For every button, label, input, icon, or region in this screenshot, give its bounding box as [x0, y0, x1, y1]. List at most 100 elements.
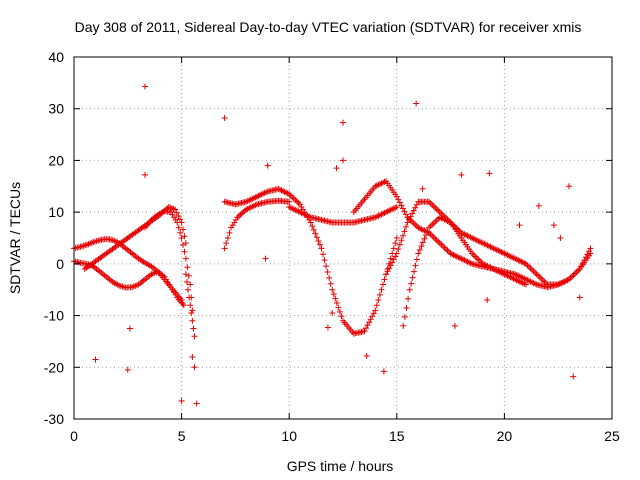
- data-point: [172, 206, 179, 213]
- data-point: [237, 211, 244, 218]
- data-point: [318, 245, 325, 252]
- data-point: [395, 246, 402, 253]
- data-point: [286, 198, 293, 205]
- data-point: [332, 295, 339, 302]
- x-tick-label: 5: [178, 428, 186, 444]
- data-point: [435, 238, 442, 245]
- data-point: [403, 223, 410, 230]
- data-point: [324, 268, 331, 275]
- data-point: [436, 209, 443, 216]
- data-point: [367, 316, 374, 323]
- data-point: [411, 268, 418, 275]
- data-point: [587, 245, 594, 252]
- data-point: [307, 219, 314, 226]
- data-point: [183, 278, 190, 285]
- data-point: [386, 265, 393, 272]
- data-point: [570, 271, 577, 278]
- data-point: [175, 224, 182, 231]
- data-point: [387, 262, 394, 269]
- y-tick-label: 0: [56, 256, 64, 272]
- data-point: [178, 297, 185, 304]
- data-point: [416, 246, 423, 253]
- data-point: [412, 221, 419, 228]
- data-point: [421, 235, 428, 242]
- data-point: [323, 263, 330, 270]
- data-point: [264, 162, 271, 169]
- data-point: [516, 222, 523, 229]
- data-point: [412, 262, 419, 269]
- data-point: [435, 207, 442, 214]
- data-point: [392, 240, 399, 247]
- data-point: [180, 302, 187, 309]
- data-point: [579, 260, 586, 267]
- y-tick-label: -30: [44, 411, 64, 427]
- data-point: [184, 264, 191, 271]
- data-points: [71, 83, 594, 407]
- data-point: [238, 210, 245, 217]
- data-point: [413, 100, 420, 107]
- data-point: [324, 324, 331, 331]
- series-arc-h: [286, 203, 400, 226]
- plot-frame: [73, 56, 613, 420]
- data-point: [179, 300, 186, 307]
- series-arc-e: [182, 271, 198, 340]
- y-tick-label: 20: [48, 152, 64, 168]
- data-point: [525, 263, 532, 270]
- data-point: [532, 269, 539, 276]
- series-outliers: [92, 83, 583, 407]
- data-point: [180, 241, 187, 248]
- data-point: [178, 235, 185, 241]
- data-point: [405, 295, 412, 302]
- data-point: [333, 300, 340, 307]
- data-point: [142, 83, 149, 90]
- axis-ticks: 0 5 10 15 20 25 -30 -20 -10 0 10 20 30 40: [44, 49, 620, 444]
- y-tick-label: 10: [48, 204, 64, 220]
- data-point: [427, 200, 434, 207]
- data-point: [403, 304, 410, 311]
- data-point: [326, 274, 333, 281]
- data-point: [235, 213, 242, 220]
- data-point: [442, 246, 449, 253]
- data-point: [378, 286, 385, 293]
- x-axis-label: GPS time / hours: [287, 458, 394, 474]
- series-arc-d: [142, 208, 196, 314]
- data-point: [432, 235, 439, 242]
- data-point: [535, 272, 542, 279]
- data-point: [340, 157, 346, 164]
- data-point: [399, 232, 406, 239]
- data-point: [406, 286, 413, 293]
- data-point: [182, 271, 189, 278]
- data-point: [379, 281, 386, 288]
- data-point: [389, 259, 396, 266]
- series-arc-g: [221, 197, 293, 252]
- data-point: [418, 243, 425, 250]
- data-point: [373, 302, 380, 309]
- data-point: [181, 248, 188, 255]
- data-point: [175, 213, 182, 220]
- data-point: [398, 237, 405, 244]
- y-tick-label: -10: [44, 308, 64, 324]
- data-point: [336, 308, 343, 315]
- data-point: [582, 254, 589, 261]
- data-point: [190, 325, 197, 332]
- data-point: [292, 196, 299, 203]
- data-point: [329, 286, 336, 293]
- x-tick-label: 25: [604, 428, 620, 444]
- data-point: [180, 226, 187, 233]
- data-point: [409, 274, 416, 281]
- x-tick-label: 15: [389, 428, 405, 444]
- data-point: [380, 368, 387, 375]
- data-point: [522, 281, 529, 288]
- y-tick-label: 30: [48, 101, 64, 117]
- data-point: [430, 234, 437, 241]
- data-point: [530, 268, 537, 275]
- data-point: [187, 302, 194, 309]
- data-point: [320, 251, 327, 258]
- data-point: [221, 115, 228, 122]
- data-point: [92, 356, 99, 363]
- data-point: [399, 205, 406, 212]
- data-point: [363, 352, 370, 359]
- series-arc-k: [400, 214, 529, 329]
- data-point: [438, 241, 445, 248]
